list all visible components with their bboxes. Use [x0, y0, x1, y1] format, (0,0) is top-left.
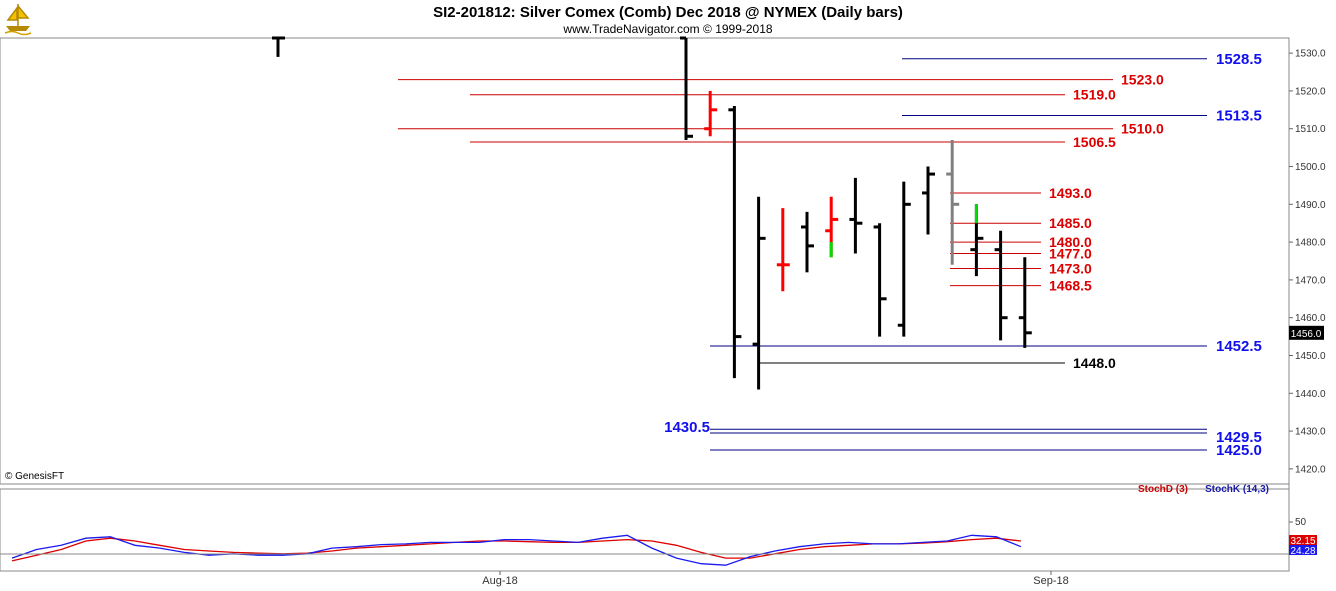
stoch-d-value-box	[1289, 535, 1317, 546]
ohlc-bar	[946, 140, 960, 265]
last-price-text: 1456.0	[1291, 329, 1322, 340]
price-tick-label: 1450.0	[1295, 351, 1326, 362]
chart-subtitle: www.TradeNavigator.com © 1999-2018	[562, 22, 772, 36]
support-resistance-levels: 1528.5 1523.0 1519.0 1513.5 1510.0 1506.5 1493…	[398, 51, 1262, 459]
chart-title: SI2-201812: Silver Comex (Comb) Dec 2018…	[433, 4, 903, 21]
stoch-d-value: 32.15	[1290, 536, 1315, 547]
ohlc-bar	[994, 230, 1008, 341]
price-tick-label: 1520.0	[1295, 86, 1326, 97]
ohlc-bar	[728, 106, 742, 379]
price-tick-label: 1480.0	[1295, 238, 1326, 249]
level-label-1513.5: 1513.5	[1216, 107, 1262, 124]
price-tick-label: 1440.0	[1295, 389, 1326, 400]
price-panel-frame	[0, 37, 1290, 485]
level-label-1425.0: 1425.0	[1216, 442, 1262, 459]
level-label-1448.0: 1448.0	[1073, 355, 1116, 371]
date-axis: Aug-18 Sep-18	[482, 571, 1069, 587]
level-label-1519.0: 1519.0	[1073, 87, 1116, 103]
level-label-1429.5: 1429.5	[1216, 429, 1262, 446]
ohlc-bar	[680, 36, 693, 141]
genesis-copyright: © GenesisFT	[5, 471, 64, 482]
ohlc-bar	[704, 90, 718, 137]
level-label-1506.5: 1506.5	[1073, 134, 1116, 150]
level-label-1477.0: 1477.0	[1049, 245, 1092, 261]
stoch-k-legend: StochK (14,3)	[1205, 484, 1269, 495]
level-label-1452.5: 1452.5	[1216, 338, 1262, 355]
price-tick-label: 1490.0	[1295, 200, 1326, 211]
level-label-1493.0: 1493.0	[1049, 185, 1092, 201]
date-label: Sep-18	[1033, 575, 1068, 587]
last-price-marker: 1456.0	[1289, 325, 1324, 340]
level-label-1485.0: 1485.0	[1049, 215, 1092, 231]
level-label-1473.0: 1473.0	[1049, 261, 1092, 277]
level-label-1468.5: 1468.5	[1049, 278, 1092, 294]
ohlc-bars	[272, 36, 1032, 390]
price-axis: 1420.0 1430.0 1440.0 1450.0 1460.0 1470.0 1480…	[1289, 49, 1326, 475]
level-label-1480.0: 1480.0	[1049, 234, 1092, 250]
ohlc-bar	[752, 196, 766, 390]
ohlc-bar	[776, 208, 790, 292]
price-tick-label: 1500.0	[1295, 162, 1326, 173]
ohlc-bar	[801, 211, 814, 273]
stoch-d-line	[11, 537, 1022, 562]
stoch-k-value-box	[1289, 545, 1317, 555]
stoch-k-line	[11, 534, 1022, 566]
ohlc-bar	[897, 181, 911, 337]
sailing-ship-logo-icon	[4, 2, 34, 36]
level-label-1523.0: 1523.0	[1121, 72, 1164, 88]
ohlc-bar	[873, 223, 887, 337]
level-label-1430.5: 1430.5	[664, 419, 710, 436]
ohlc-bar	[1018, 257, 1032, 348]
price-tick-label: 1510.0	[1295, 124, 1326, 135]
price-tick-label: 1470.0	[1295, 275, 1326, 286]
last-price-box	[1289, 325, 1324, 340]
price-tick-label: 1420.0	[1295, 464, 1326, 475]
level-label-1510.0: 1510.0	[1121, 121, 1164, 137]
date-label: Aug-18	[482, 575, 517, 587]
stoch-d-legend: StochD (3)	[1138, 484, 1188, 495]
ohlc-bar	[922, 166, 935, 235]
price-tick-label: 1530.0	[1295, 49, 1326, 60]
stoch-tick-label: 50	[1295, 517, 1307, 528]
ohlc-bar	[849, 177, 863, 254]
level-label-1528.5: 1528.5	[1216, 51, 1262, 68]
price-tick-label: 1430.0	[1295, 427, 1326, 438]
stoch-k-value: 24.28	[1290, 546, 1315, 557]
ohlc-bar	[272, 36, 285, 57]
stochastic-lines	[11, 534, 1022, 566]
price-tick-label: 1460.0	[1295, 313, 1326, 324]
indicator-panel-frame	[0, 488, 1290, 572]
